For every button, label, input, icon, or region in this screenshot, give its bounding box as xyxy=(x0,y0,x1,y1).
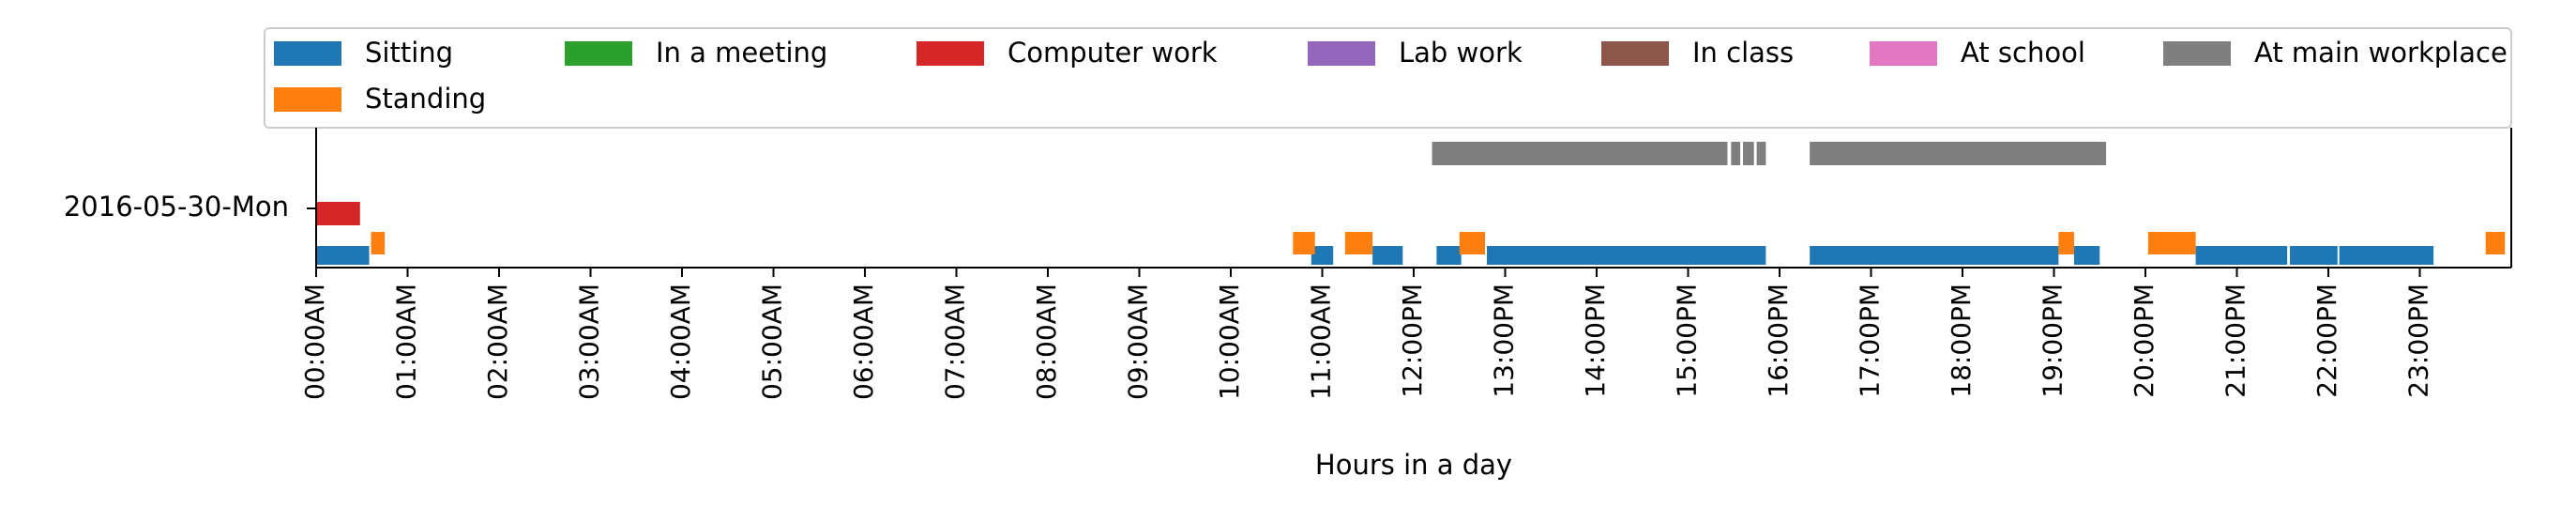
bar-sitting xyxy=(316,246,370,265)
x-tick-label: 19:00PM xyxy=(2038,284,2068,398)
legend-swatch-at-school xyxy=(1870,41,1937,66)
x-tick-label: 11:00AM xyxy=(1306,284,1337,400)
x-tick-label: 02:00AM xyxy=(482,284,513,400)
legend-label-in-a-meeting: In a meeting xyxy=(656,37,827,69)
legend-label-standing: Standing xyxy=(365,83,486,115)
x-tick-label: 23:00PM xyxy=(2403,284,2434,398)
x-tick-label: 06:00AM xyxy=(848,284,879,400)
bar-standing xyxy=(2147,232,2196,254)
bar-computer-work xyxy=(316,202,360,225)
x-ticks: 00:00AM 01:00AM 02:00AM 03:00AM 04:00AM 05:00… xyxy=(299,268,2434,400)
legend-swatch-lab-work xyxy=(1308,41,1375,66)
bar-sitting xyxy=(1436,246,1462,265)
bar-sitting xyxy=(2073,246,2100,265)
x-tick-label: 12:00PM xyxy=(1397,284,1428,398)
x-tick-label: 21:00PM xyxy=(2220,284,2251,398)
legend-swatch-in-class xyxy=(1601,41,1669,66)
bar-standing xyxy=(1459,232,1486,254)
legend-label-computer-work: Computer work xyxy=(1008,37,1218,69)
x-tick-label: 08:00AM xyxy=(1031,284,1062,400)
y-tick-label: 2016-05-30-Mon xyxy=(64,191,289,223)
legend-label-at-main-workplace: At main workplace xyxy=(2254,37,2508,69)
legend-swatch-standing xyxy=(274,87,341,112)
legend-swatch-in-a-meeting xyxy=(565,41,632,66)
plot-bars xyxy=(316,142,2506,265)
bar-standing xyxy=(1293,232,1315,254)
bar-standing xyxy=(2058,232,2074,254)
x-tick-label: 14:00PM xyxy=(1580,284,1611,398)
x-tick-label: 03:00AM xyxy=(574,284,605,400)
x-axis-label: Hours in a day xyxy=(1315,449,1512,481)
bar-at-main-workplace xyxy=(1432,142,1728,165)
x-tick-label: 16:00PM xyxy=(1763,284,1794,398)
bar-standing xyxy=(1344,232,1373,254)
bar-at-main-workplace xyxy=(1731,142,1741,165)
x-tick-label: 10:00AM xyxy=(1214,284,1245,400)
x-tick-label: 13:00PM xyxy=(1489,284,1520,398)
bar-standing xyxy=(371,232,386,254)
x-tick-label: 07:00AM xyxy=(940,284,971,400)
x-tick-label: 17:00PM xyxy=(1855,284,1886,398)
axes: 2016-05-30-Mon xyxy=(64,128,2512,269)
x-tick-label: 04:00AM xyxy=(665,284,696,400)
x-tick-label: 20:00PM xyxy=(2129,284,2159,398)
legend-label-at-school: At school xyxy=(1961,37,2085,69)
legend-frame xyxy=(264,27,2512,129)
x-tick-label: 09:00AM xyxy=(1123,284,1154,400)
legend-swatch-computer-work xyxy=(917,41,984,66)
bar-sitting xyxy=(1810,246,2059,265)
bar-standing xyxy=(2485,232,2506,254)
legend-label-lab-work: Lab work xyxy=(1399,37,1523,69)
bar-sitting xyxy=(1311,246,1334,265)
bar-sitting xyxy=(1372,246,1403,265)
x-tick-label: 05:00AM xyxy=(757,284,788,400)
bar-sitting xyxy=(2195,246,2288,265)
bar-sitting xyxy=(1487,246,1766,265)
legend: Sitting In a meeting Computer work Lab work… xyxy=(264,27,2512,129)
x-tick-label: 18:00PM xyxy=(1946,284,1977,398)
bar-at-main-workplace xyxy=(1810,142,2107,165)
x-tick-label: 15:00PM xyxy=(1672,284,1703,398)
x-tick-label: 22:00PM xyxy=(2311,284,2342,398)
legend-swatch-at-main-workplace xyxy=(2163,41,2231,66)
legend-label-in-class: In class xyxy=(1692,37,1794,69)
bar-sitting xyxy=(2339,246,2434,265)
legend-label-sitting: Sitting xyxy=(365,37,453,69)
bar-at-main-workplace xyxy=(1756,142,1766,165)
legend-swatch-sitting xyxy=(274,41,341,66)
bar-at-main-workplace xyxy=(1743,142,1754,165)
x-tick-label: 00:00AM xyxy=(299,284,330,400)
bar-sitting xyxy=(2290,246,2338,265)
x-tick-label: 01:00AM xyxy=(391,284,422,400)
